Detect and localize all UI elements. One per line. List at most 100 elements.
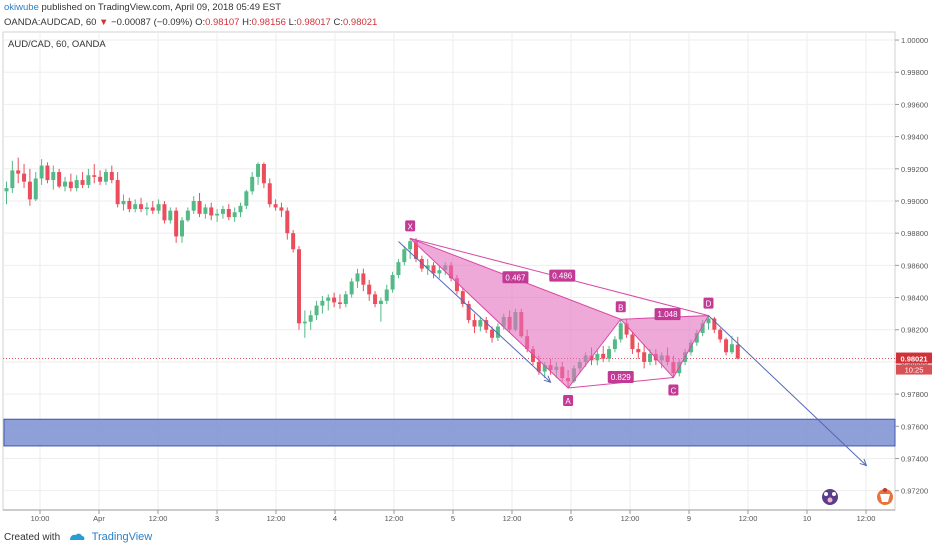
point-badge[interactable] (563, 395, 574, 407)
time-axis[interactable]: 10:00 Apr 12:00 3 12:00 4 12:00 5 12:00 6 12:00 9 12… (3, 509, 895, 523)
candle-body (460, 291, 465, 304)
candle-body (332, 297, 337, 303)
x-tick-label: 10:00 (31, 514, 50, 523)
candle-body (490, 329, 495, 338)
candle-body (612, 339, 617, 350)
y-tick-label: 0.98600 (901, 261, 928, 270)
xab-triangle[interactable] (409, 237, 622, 389)
candle (314, 300, 319, 321)
candle (642, 344, 647, 369)
candle-body (45, 165, 50, 181)
candle-body (197, 200, 202, 214)
x-tick-label: 9 (687, 514, 691, 523)
point-badge[interactable] (615, 301, 626, 313)
price-chart[interactable]: X A B C D 0.467 0.486 0.829 1.048 1.00000 0.99800… (0, 0, 932, 528)
candle (367, 279, 372, 301)
x-tick-label: 6 (569, 514, 573, 523)
candle-body (22, 173, 27, 182)
ratio-label: 1.048 (658, 310, 679, 319)
candle-body (92, 175, 97, 177)
point-label: A (565, 397, 571, 406)
candle (332, 292, 337, 308)
author-link[interactable]: okiwube (4, 2, 39, 13)
candle (33, 172, 38, 201)
candle-body (33, 178, 38, 200)
trend-arrow-head (543, 375, 552, 383)
candle-body (162, 204, 167, 221)
candle-body (735, 344, 740, 359)
ideas-icon[interactable] (877, 488, 893, 505)
candle (384, 284, 389, 304)
candle-body (27, 181, 32, 200)
footer: Created with TradingView (4, 531, 152, 543)
candle (86, 168, 91, 189)
change-value: −0.00087 (−0.09%) (111, 17, 193, 28)
candle (361, 268, 366, 292)
candle-body (180, 220, 184, 237)
ratio-badge[interactable] (607, 371, 634, 384)
candle (203, 204, 208, 219)
bear-icon[interactable] (822, 489, 838, 505)
candle-body (139, 204, 144, 210)
tradingview-logo-icon (69, 533, 85, 541)
point-label: X (407, 222, 413, 231)
price-axis[interactable]: 1.00000 0.99800 0.99600 0.99400 0.99200 0.990… (895, 36, 932, 496)
point-badge[interactable] (703, 297, 714, 309)
ratio-badge[interactable] (502, 271, 529, 284)
price-badge (896, 352, 932, 364)
candle (320, 295, 325, 314)
candle-body (261, 163, 266, 184)
candle-body (361, 273, 366, 285)
point-badge[interactable] (405, 220, 416, 232)
candle (431, 262, 436, 279)
trend-arrow[interactable] (398, 241, 551, 383)
y-tick-label: 0.99400 (901, 133, 928, 142)
y-tick-label: 0.97800 (901, 390, 928, 399)
close-value: 0.98021 (342, 17, 378, 28)
candle-body (86, 175, 91, 185)
y-tick-label: 0.98200 (901, 326, 928, 335)
tradingview-brand-link[interactable]: TradingView (91, 531, 153, 543)
chart-header: okiwube published on TradingView.com, Ap… (4, 2, 281, 13)
x-tick-label: 12:00 (739, 514, 758, 523)
y-tick-label: 0.99000 (901, 197, 928, 206)
candle-body (402, 249, 407, 263)
point-label: B (618, 303, 623, 312)
candle-body (10, 170, 15, 189)
candle (279, 202, 284, 218)
candle (729, 336, 734, 354)
countdown-label: 10:25 (905, 366, 924, 375)
candle-body (326, 297, 331, 301)
ratio-badge[interactable] (654, 308, 681, 321)
candle (63, 176, 67, 192)
projection-arrow[interactable] (708, 315, 867, 466)
candle (162, 200, 167, 224)
candle (478, 316, 483, 332)
candle-body (291, 233, 296, 250)
demand-zone[interactable] (3, 418, 896, 447)
point-badge[interactable] (668, 384, 679, 396)
candle (612, 336, 617, 353)
candle-body (390, 275, 395, 290)
candle-body (630, 334, 635, 350)
ratio-badge[interactable] (549, 269, 576, 282)
candle (51, 165, 56, 190)
candle-body (16, 170, 21, 174)
candle-body (414, 241, 418, 259)
candle (133, 199, 138, 213)
y-tick-label: 0.99200 (901, 165, 928, 174)
open-value: 0.98107 (205, 17, 240, 28)
x-tick-label: 3 (215, 514, 219, 523)
candle-body (694, 332, 699, 343)
open-label: O: (195, 17, 206, 28)
candle (297, 246, 301, 330)
candle (261, 162, 266, 189)
candle (472, 313, 477, 333)
candle (256, 162, 261, 185)
candle-body (238, 205, 243, 213)
candle-body (80, 180, 85, 185)
high-label: H: (242, 17, 252, 28)
candle-body (642, 352, 647, 362)
harmonic-pattern[interactable]: X A B C D 0.467 0.486 0.829 1.048 (398, 220, 868, 467)
y-tick-label: 0.98800 (901, 229, 928, 238)
